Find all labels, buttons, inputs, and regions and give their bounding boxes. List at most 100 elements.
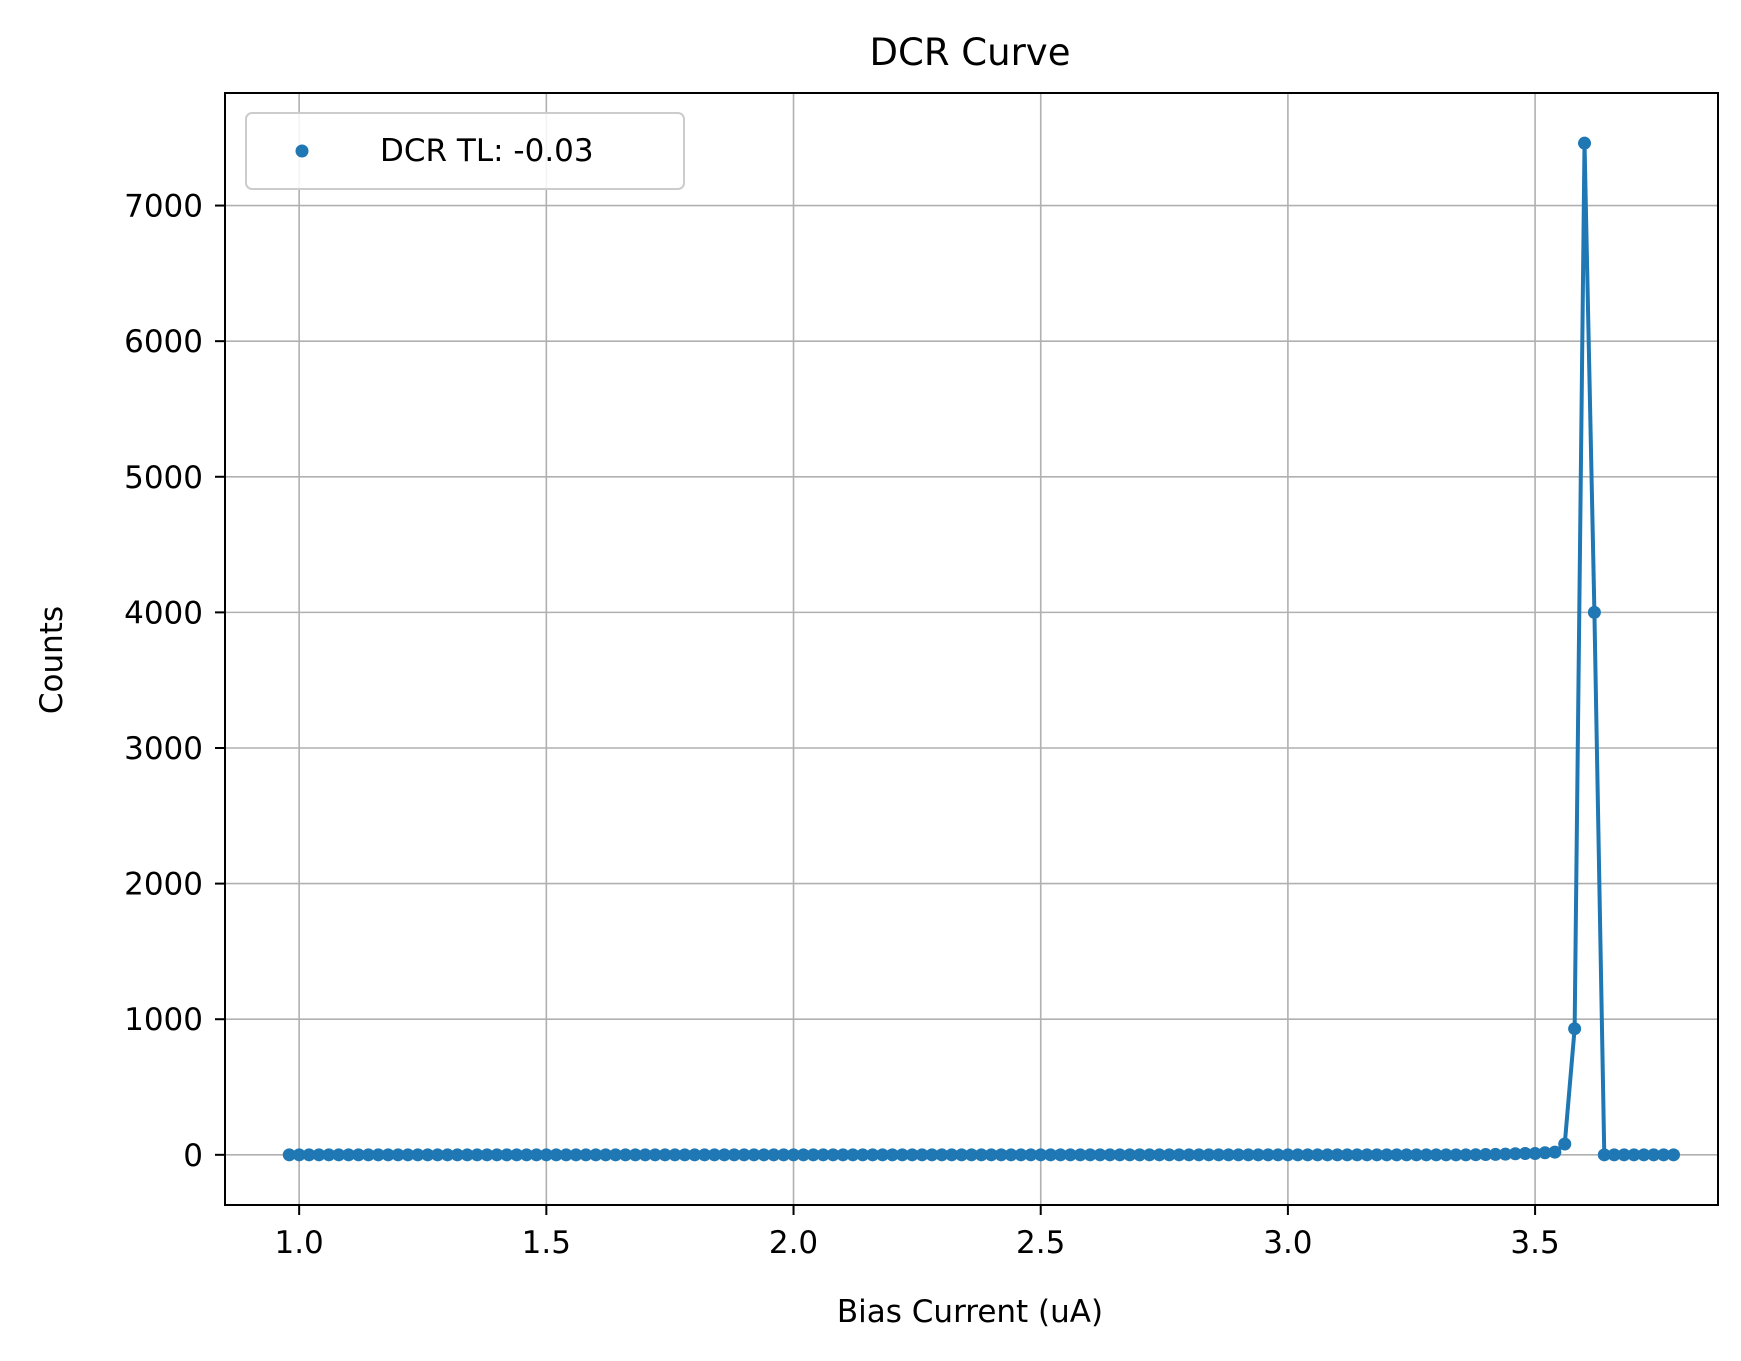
data-point	[767, 1148, 781, 1162]
data-point	[965, 1148, 978, 1162]
data-point	[1311, 1148, 1325, 1162]
data-point	[1053, 1148, 1067, 1162]
data-point	[440, 1148, 454, 1162]
data-point	[520, 1148, 534, 1162]
data-point	[342, 1148, 356, 1162]
data-point	[1212, 1148, 1226, 1162]
data-point	[905, 1148, 919, 1162]
data-point	[668, 1148, 682, 1162]
data-point	[1350, 1148, 1364, 1162]
data-point	[747, 1148, 761, 1162]
data-point	[1202, 1148, 1216, 1162]
x-axis-label: Bias Current (uA)	[837, 1294, 1103, 1330]
data-point	[1409, 1148, 1423, 1162]
data-point	[925, 1148, 939, 1162]
data-point	[1004, 1148, 1018, 1162]
chart-title: DCR Curve	[870, 31, 1071, 74]
data-point	[658, 1148, 672, 1162]
data-point	[431, 1148, 445, 1162]
data-point	[599, 1148, 613, 1162]
x-tick-label: 3.0	[1263, 1225, 1312, 1261]
data-point	[1320, 1148, 1334, 1162]
legend: DCR TL: -0.03	[245, 112, 685, 190]
data-point	[1657, 1148, 1671, 1162]
data-point	[411, 1148, 425, 1162]
data-point	[302, 1148, 316, 1162]
data-point	[381, 1148, 395, 1162]
data-point	[1014, 1148, 1028, 1162]
data-point	[737, 1148, 751, 1162]
plot-frame	[224, 92, 1719, 1206]
data-point	[1647, 1148, 1661, 1162]
data-point	[1271, 1148, 1285, 1162]
data-point	[1044, 1148, 1058, 1162]
axes: 1.0 1.5 2.0 2.5 3.0 3.5 0 1000 2000 3000 4000 5000 6…	[124, 92, 1719, 1261]
data-point	[1637, 1148, 1651, 1162]
data-point	[885, 1148, 899, 1162]
data-point	[421, 1148, 435, 1162]
data-point	[1518, 1146, 1532, 1160]
data-point	[628, 1148, 642, 1162]
data-point	[1627, 1148, 1641, 1162]
data-point	[1034, 1148, 1048, 1162]
data-point	[292, 1148, 306, 1162]
y-tick-label: 3000	[124, 731, 203, 767]
data-point	[1587, 605, 1601, 619]
data-point	[688, 1148, 702, 1162]
data-point	[1528, 1146, 1542, 1160]
data-point	[1370, 1148, 1384, 1162]
data-point	[707, 1148, 721, 1162]
data-point	[1459, 1148, 1473, 1162]
y-axis-label: Counts	[34, 606, 70, 714]
data-point	[490, 1148, 504, 1162]
data-point	[1508, 1147, 1522, 1161]
y-tick-label: 7000	[124, 189, 203, 225]
data-point	[1568, 1022, 1582, 1036]
data-point	[618, 1148, 632, 1162]
data-point	[1400, 1148, 1414, 1162]
data-point	[1390, 1148, 1404, 1162]
data-point	[984, 1148, 998, 1162]
data-point	[500, 1148, 514, 1162]
data-point	[470, 1148, 484, 1162]
data-point	[1597, 1148, 1611, 1162]
data-point	[846, 1148, 860, 1162]
x-tick-label: 3.5	[1510, 1225, 1559, 1261]
data-point	[816, 1148, 830, 1162]
data-point	[510, 1148, 524, 1162]
data-point	[609, 1148, 623, 1162]
data-point	[1142, 1148, 1156, 1162]
data-point	[1083, 1148, 1097, 1162]
data-point	[1291, 1148, 1305, 1162]
legend-box	[245, 112, 685, 190]
data-point	[1607, 1148, 1621, 1162]
x-tick-label: 2.5	[1016, 1225, 1065, 1261]
data-point	[1558, 1137, 1572, 1151]
data-point	[1548, 1145, 1562, 1159]
data-point	[915, 1148, 929, 1162]
y-tick-label: 0	[183, 1138, 203, 1174]
data-point	[1251, 1148, 1265, 1162]
data-point	[312, 1148, 326, 1162]
data-point	[569, 1148, 583, 1162]
data-point	[480, 1148, 494, 1162]
plot-area	[282, 136, 1681, 1162]
x-tick-label: 2.0	[769, 1225, 818, 1261]
x-tick-label: 1.0	[274, 1225, 323, 1261]
data-point	[539, 1148, 553, 1162]
y-tick-label: 2000	[124, 867, 203, 903]
data-point	[1439, 1148, 1453, 1162]
legend-marker	[295, 144, 309, 158]
x-tick-label: 1.5	[522, 1225, 571, 1261]
data-point	[1261, 1148, 1275, 1162]
y-tick-label: 1000	[124, 1002, 203, 1038]
data-point	[1360, 1148, 1374, 1162]
data-point	[351, 1148, 365, 1162]
data-point	[1449, 1148, 1463, 1162]
data-point	[1024, 1148, 1038, 1162]
data-point	[1152, 1148, 1166, 1162]
data-point	[1578, 136, 1592, 150]
y-tick-label: 5000	[124, 460, 203, 496]
data-point	[559, 1148, 573, 1162]
